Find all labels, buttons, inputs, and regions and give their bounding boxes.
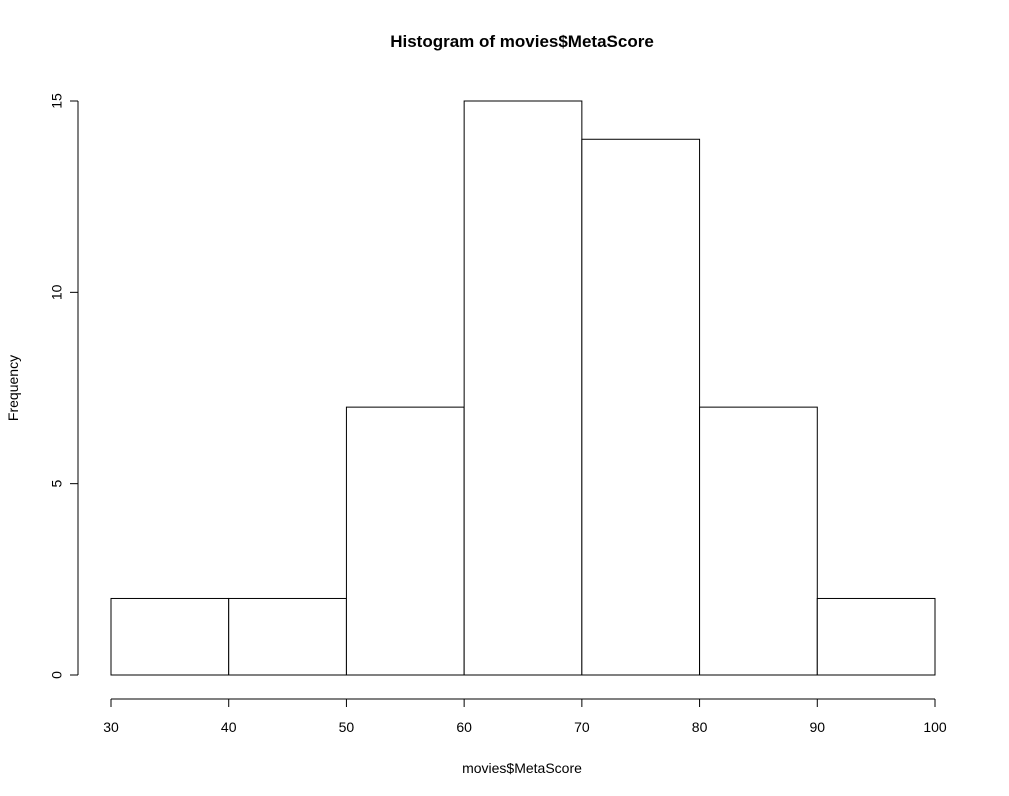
- y-axis-label: Frequency: [5, 355, 21, 421]
- x-axis-label: movies$MetaScore: [462, 760, 582, 776]
- histogram-bar-70-80: [581, 138, 701, 676]
- y-axis: 0 5 10 15: [49, 93, 79, 679]
- x-tick-label: 60: [456, 719, 472, 735]
- x-tick-label: 80: [692, 719, 708, 735]
- y-tick-label: 10: [49, 284, 65, 300]
- bars-group: [110, 100, 936, 676]
- chart-title: Histogram of movies$MetaScore: [390, 32, 654, 51]
- y-tick-label: 15: [49, 93, 65, 109]
- x-tick-label: 30: [103, 719, 119, 735]
- x-tick-label: 50: [339, 719, 355, 735]
- x-tick-label: 70: [574, 719, 590, 735]
- x-axis: 30 40 50 60 70 80 90 100: [103, 698, 947, 735]
- x-tick-label: 100: [923, 719, 947, 735]
- histogram-bar-80-90: [699, 406, 818, 676]
- histogram-bar-60-70: [463, 100, 583, 676]
- x-tick-label: 90: [809, 719, 825, 735]
- y-tick-label: 0: [49, 671, 65, 679]
- histogram-bar-90-100: [816, 597, 936, 676]
- x-tick-label: 40: [221, 719, 237, 735]
- y-tick-label: 5: [49, 480, 65, 488]
- histogram-bar-30-40: [110, 597, 230, 676]
- histogram-bar-40-50: [228, 597, 347, 676]
- histogram-bar-50-60: [345, 406, 465, 676]
